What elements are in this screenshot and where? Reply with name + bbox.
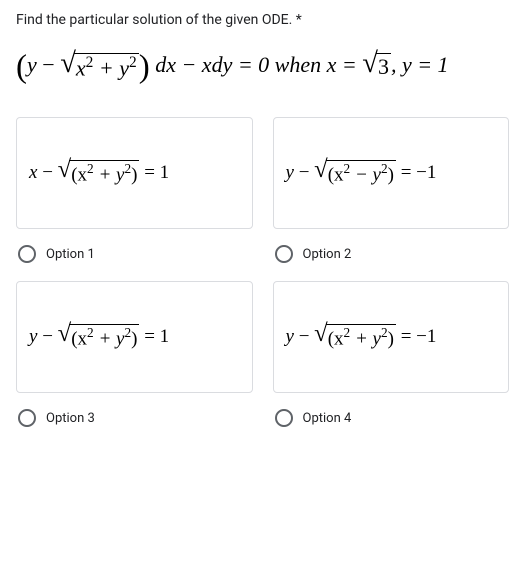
- eq-trail: , y = 1: [391, 52, 449, 77]
- option-radio-4[interactable]: Option 4: [273, 409, 510, 427]
- eq-sq1: 2: [87, 325, 94, 340]
- option-cell-1: x − √(x2 + y2) = 1 Option 1: [16, 117, 253, 263]
- option-equation: y − √(x2 + y2) = 1: [29, 324, 169, 351]
- eq-op: −: [294, 162, 314, 183]
- eq-rhs: = −1: [396, 326, 436, 347]
- eq-x: x: [76, 55, 86, 80]
- radio-icon: [18, 245, 36, 263]
- eq-rhs: = 1: [139, 326, 169, 347]
- eq-rhs: = −1: [396, 162, 436, 183]
- sqrt-body-3: 3: [376, 53, 391, 80]
- eq-plus: + y: [93, 55, 129, 80]
- eq-op: −: [37, 162, 57, 183]
- eq-y: y: [27, 52, 37, 77]
- eq-lhs: y: [286, 326, 294, 347]
- radio-icon: [18, 409, 36, 427]
- radio-icon: [275, 245, 293, 263]
- l-paren: (: [16, 49, 27, 85]
- eq-op: −: [294, 326, 314, 347]
- option-equation: y − √(x2 − y2) = −1: [286, 160, 437, 187]
- sqrt-body: (x2 + y2): [69, 160, 139, 187]
- sqrt-body: (x2 + y2): [69, 324, 139, 351]
- r-paren: ): [139, 49, 150, 85]
- radio-label: Option 4: [303, 411, 352, 426]
- radio-label: Option 3: [46, 411, 95, 426]
- radio-icon: [275, 409, 293, 427]
- eq-ib: ): [131, 328, 137, 349]
- option-radio-1[interactable]: Option 1: [16, 245, 253, 263]
- eq-im: + y: [94, 328, 125, 349]
- option-image-2[interactable]: y − √(x2 − y2) = −1: [273, 117, 510, 229]
- eq-sq2: 2: [381, 325, 388, 340]
- eq-ib: ): [388, 164, 394, 185]
- eq-im: + y: [94, 164, 125, 185]
- sqrt-opt: √(x2 + y2): [314, 324, 396, 351]
- option-radio-3[interactable]: Option 3: [16, 409, 253, 427]
- eq-op: −: [37, 326, 57, 347]
- eq-ia: (x: [328, 164, 344, 185]
- eq-im: + y: [350, 328, 381, 349]
- option-radio-2[interactable]: Option 2: [273, 245, 510, 263]
- eq-ia: (x: [328, 328, 344, 349]
- sqrt-body: (x2 + y2): [326, 324, 396, 351]
- eq-rhs: = 1: [139, 162, 169, 183]
- options-grid: x − √(x2 + y2) = 1 Option 1 y − √(x2 − y…: [16, 117, 509, 427]
- option-image-4[interactable]: y − √(x2 + y2) = −1: [273, 281, 510, 393]
- sqrt-three: √3: [362, 53, 391, 80]
- sqrt-opt: √(x2 − y2): [314, 160, 396, 187]
- option-cell-3: y − √(x2 + y2) = 1 Option 3: [16, 281, 253, 427]
- option-cell-4: y − √(x2 + y2) = −1 Option 4: [273, 281, 510, 427]
- eq-ia: (x: [71, 328, 87, 349]
- sqrt-body: (x2 − y2): [326, 160, 396, 187]
- sqrt-body: x2 + y2: [74, 53, 139, 82]
- eq-sq2: 2: [381, 161, 388, 176]
- eq-ia: (x: [71, 164, 87, 185]
- eq-im: − y: [350, 164, 381, 185]
- radio-label: Option 1: [46, 247, 95, 262]
- eq-ib: ): [388, 328, 394, 349]
- option-image-3[interactable]: y − √(x2 + y2) = 1: [16, 281, 253, 393]
- eq-minus: −: [37, 52, 60, 77]
- eq-sq2: 2: [129, 54, 137, 71]
- eq-sq1: 2: [87, 161, 94, 176]
- sqrt-main: √x2 + y2: [60, 53, 139, 82]
- sqrt-opt: √(x2 + y2): [58, 324, 140, 351]
- eq-after: dx − xdy = 0 when x =: [150, 52, 363, 77]
- option-equation: x − √(x2 + y2) = 1: [29, 160, 169, 187]
- option-cell-2: y − √(x2 − y2) = −1 Option 2: [273, 117, 510, 263]
- option-image-1[interactable]: x − √(x2 + y2) = 1: [16, 117, 253, 229]
- eq-lhs: y: [286, 162, 294, 183]
- radio-label: Option 2: [303, 247, 352, 262]
- eq-ib: ): [131, 164, 137, 185]
- option-equation: y − √(x2 + y2) = −1: [286, 324, 437, 351]
- sqrt-opt: √(x2 + y2): [58, 160, 140, 187]
- main-equation: (y − √x2 + y2) dx − xdy = 0 when x = √3,…: [16, 52, 509, 81]
- question-title: Find the particular solution of the give…: [16, 12, 509, 28]
